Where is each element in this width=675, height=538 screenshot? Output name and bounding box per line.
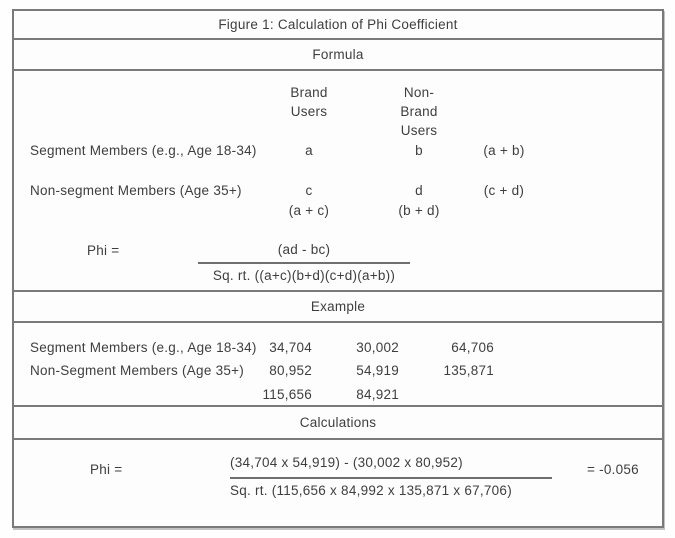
- example-table: Segment Members (e.g., Age 18-34) 34,704…: [14, 336, 662, 406]
- phi-coefficient-figure: Figure 1: Calculation of Phi Coefficient…: [12, 9, 664, 528]
- nonbrand-users-value: 30,002: [356, 340, 399, 356]
- gap-cell: [449, 143, 469, 159]
- formula-phi-fraction: (ad - bc) Sq. rt. ((a+c)(b+d)(c+d)(a+b)): [198, 241, 410, 284]
- gap-cell: [449, 83, 469, 140]
- row-total-value: 64,706: [451, 340, 494, 356]
- calculations-phi-label: Phi =: [90, 462, 123, 477]
- example-section: Segment Members (e.g., Age 18-34) 34,704…: [14, 323, 662, 407]
- calculations-section: Phi = (34,704 x 54,919) - (30,002 x 80,9…: [14, 440, 662, 526]
- row-label: Segment Members (e.g., Age 18-34): [30, 143, 257, 158]
- figure-title: Figure 1: Calculation of Phi Coefficient: [218, 17, 458, 32]
- gap-cell: [339, 183, 389, 199]
- figure-title-band: Figure 1: Calculation of Phi Coefficient: [14, 11, 662, 40]
- formula-denominator: Sq. rt. ((a+c)(b+d)(c+d)(a+b)): [212, 268, 396, 283]
- calculations-phi-fraction: (34,704 x 54,919) - (30,002 x 80,952) Sq…: [230, 454, 552, 499]
- cell-a-plus-c: (a + c): [288, 203, 330, 218]
- brand-header-line2: Users: [290, 104, 328, 119]
- calculations-header-band: Calculations: [14, 407, 662, 440]
- nonbrand-header-line2: Users: [400, 123, 438, 138]
- nonbrand-users-column-total: 84,921: [356, 386, 399, 402]
- empty-label-cell: [14, 83, 279, 140]
- formula-section: Brand Users Non-Brand Users Segment Memb…: [14, 71, 662, 292]
- example-header: Example: [310, 299, 366, 314]
- cell-c: c: [305, 183, 313, 198]
- nonbrand-users-value: 54,919: [356, 363, 399, 379]
- brand-users-column-total: 115,656: [262, 386, 312, 402]
- example-header-band: Example: [14, 292, 662, 323]
- formula-header-band: Formula: [14, 40, 662, 71]
- formula-row-nonsegment-members: Non-segment Members (Age 35+) c d (c + d…: [14, 183, 662, 199]
- gap-cell: [449, 203, 469, 219]
- cell-a-plus-b: (a + b): [483, 143, 525, 158]
- formula-column-headers: Brand Users Non-Brand Users: [14, 83, 662, 140]
- formula-numerator: (ad - bc): [198, 241, 410, 264]
- calculations-numerator: (34,704 x 54,919) - (30,002 x 80,952): [230, 454, 552, 479]
- row-label: [14, 203, 279, 219]
- cell-a: a: [305, 143, 313, 158]
- cell-b-plus-d: (b + d): [398, 203, 440, 218]
- cell-d: d: [415, 183, 423, 198]
- row-total-value: 135,871: [443, 363, 494, 379]
- row-label: Non-Segment Members (Age 35+): [30, 363, 244, 379]
- phi-result-value: = -0.056: [587, 462, 639, 477]
- nonbrand-users-column-header: Non-Brand Users: [389, 83, 449, 140]
- formula-phi-label: Phi =: [87, 243, 120, 258]
- brand-header-line1: Brand: [290, 85, 328, 100]
- brand-users-value: 34,704: [269, 340, 312, 356]
- gap-cell: [449, 183, 469, 199]
- gap-cell: [339, 83, 389, 140]
- empty-sum-header-cell: [469, 83, 539, 140]
- row-label: Non-segment Members (Age 35+): [30, 183, 242, 198]
- cell-b: b: [415, 143, 423, 158]
- calculations-denominator: Sq. rt. (115,656 x 84,992 x 135,871 x 67…: [230, 483, 512, 498]
- formula-row-column-totals: (a + c) (b + d): [14, 203, 662, 219]
- formula-row-segment-members: Segment Members (e.g., Age 18-34) a b (a…: [14, 143, 662, 159]
- nonbrand-header-line1: Non-Brand: [400, 85, 438, 119]
- brand-users-value: 80,952: [269, 363, 312, 379]
- formula-header: Formula: [312, 47, 364, 62]
- brand-users-column-header: Brand Users: [279, 83, 339, 140]
- cell-c-plus-d: (c + d): [483, 183, 525, 198]
- gap-cell: [339, 143, 389, 159]
- calculations-header: Calculations: [299, 415, 377, 430]
- row-label: Segment Members (e.g., Age 18-34): [30, 340, 257, 356]
- gap-cell: [339, 203, 389, 219]
- empty-cell: [469, 203, 539, 219]
